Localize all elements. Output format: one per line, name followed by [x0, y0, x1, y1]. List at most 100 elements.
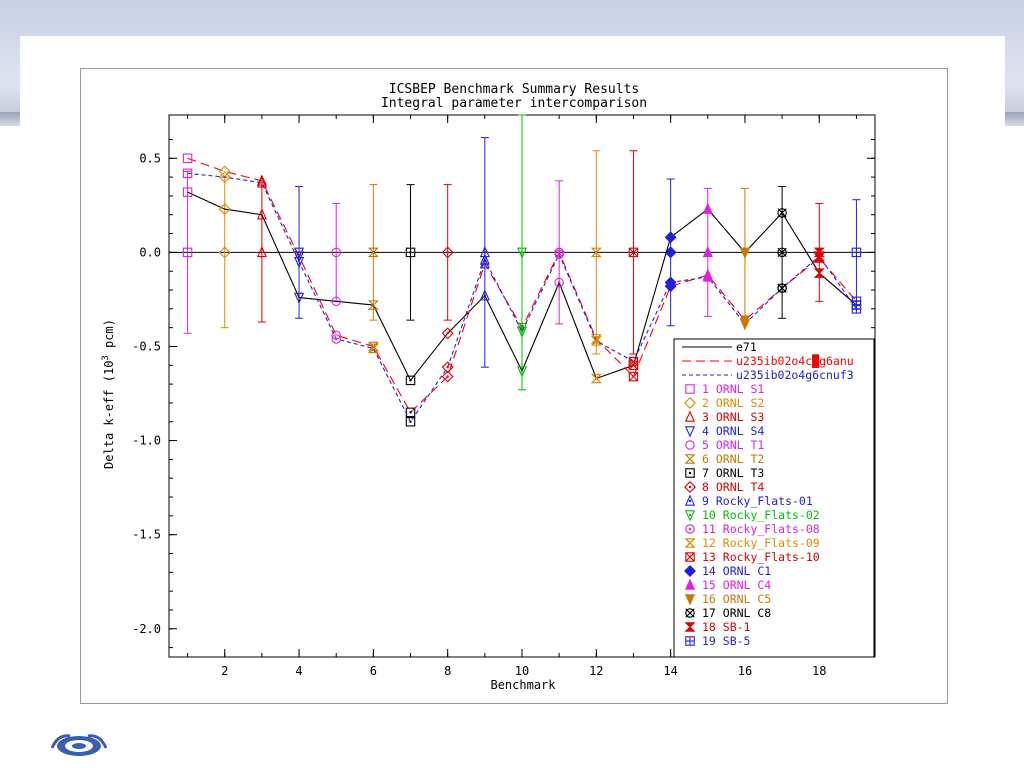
data-point — [554, 249, 564, 260]
experiment-marker — [441, 246, 454, 259]
legend-marker-label: 19 SB-5 — [702, 634, 750, 648]
chart-container: ICSBEP Benchmark Summary Results Integra… — [80, 68, 948, 704]
legend-marker-icon — [684, 426, 696, 438]
experiment-marker — [479, 245, 490, 258]
x-axis-label: Benchmark — [490, 678, 556, 692]
data-point — [367, 300, 379, 310]
experiment-marker — [590, 247, 602, 258]
y-tick-label: -0.5 — [132, 339, 161, 353]
x-tick-label: 8 — [444, 664, 451, 678]
slide-footer — [0, 735, 1024, 768]
legend-marker-label: 14 ORNL C1 — [702, 564, 771, 578]
organization-logo-icon — [50, 734, 108, 756]
y-axis-label: Delta k-eff (103 pcm) — [101, 319, 116, 469]
data-point — [590, 373, 602, 384]
data-point — [777, 283, 787, 293]
data-point — [777, 208, 787, 218]
data-point — [851, 304, 862, 314]
legend-marker-label: 12 Rocky_Flats-09 — [702, 536, 820, 550]
data-point — [182, 153, 193, 164]
legend-marker-icon — [685, 552, 695, 562]
legend-series-label: u235ib02o4g6cnuf3 — [736, 368, 854, 382]
y-axis-label-exponent: 3 — [101, 355, 111, 360]
data-point — [664, 231, 677, 244]
experiment-marker — [702, 245, 713, 258]
x-tick-label: 10 — [515, 664, 529, 678]
legend-marker-icon — [684, 578, 696, 590]
legend-marker-icon — [684, 622, 696, 632]
legend-marker-icon — [684, 397, 696, 409]
data-point — [294, 257, 305, 269]
legend-marker-label: 7 ORNL T3 — [702, 466, 764, 480]
data-point — [441, 327, 454, 340]
data-point — [813, 251, 825, 261]
experiment-marker — [628, 247, 639, 258]
x-tick-label: 18 — [812, 664, 826, 678]
x-tick-label: 16 — [738, 664, 752, 678]
legend-marker-label: 4 ORNL S4 — [702, 424, 764, 438]
legend-marker-label: 11 Rocky_Flats-08 — [702, 522, 820, 536]
data-point — [367, 341, 379, 352]
experiment-marker — [367, 247, 379, 258]
x-tick-label: 12 — [589, 664, 603, 678]
x-tick-label: 6 — [370, 664, 377, 678]
data-point — [628, 371, 639, 382]
chart-subtitle: Integral parameter intercomparison — [381, 96, 647, 111]
data-point — [218, 171, 231, 184]
legend-series-label: e71 — [736, 340, 757, 354]
legend-marker-icon — [684, 594, 696, 606]
data-point — [628, 356, 639, 367]
legend-series-label: u235ib02o4c█g6anu — [736, 354, 854, 368]
experiment-marker — [777, 247, 787, 258]
data-point — [441, 361, 454, 374]
legend-marker-icon — [685, 636, 695, 646]
data-point — [813, 268, 825, 278]
experiment-marker — [851, 247, 862, 258]
experiment-marker — [182, 247, 193, 258]
legend-marker-label: 17 ORNL C8 — [702, 606, 771, 620]
legend-marker-icon — [685, 608, 695, 618]
legend-marker-icon — [685, 440, 695, 450]
data-point — [554, 277, 564, 288]
legend-marker-label: 9 Rocky_Flats-01 — [702, 494, 813, 508]
x-tick-label: 14 — [663, 664, 677, 678]
data-point — [516, 366, 528, 378]
benchmark-chart: ICSBEP Benchmark Summary Results Integra… — [101, 82, 876, 692]
data-point — [739, 319, 750, 331]
data-point — [256, 208, 267, 220]
data-point — [702, 270, 713, 282]
legend-marker-label: 10 Rocky_Flats-02 — [702, 508, 820, 522]
legend-marker-icon — [684, 494, 696, 506]
legend-marker-label: 15 ORNL C4 — [702, 578, 771, 592]
legend-marker-icon — [684, 538, 696, 548]
data-point — [405, 417, 416, 427]
legend-marker-icon — [685, 384, 695, 394]
data-point — [256, 174, 267, 186]
data-point — [331, 334, 341, 344]
y-axis-label-unit: pcm) — [102, 319, 116, 355]
legend-marker-label: 18 SB-1 — [702, 620, 751, 634]
x-tick-label: 2 — [221, 664, 228, 678]
legend-marker-icon — [684, 454, 696, 464]
data-point — [479, 253, 490, 265]
legend-marker-icon — [685, 524, 695, 534]
data-point — [664, 276, 677, 289]
experiment-marker — [516, 247, 528, 259]
data-point — [256, 176, 267, 188]
legend-marker-icon — [684, 565, 696, 577]
data-point — [479, 289, 490, 301]
y-tick-label: 0.5 — [139, 151, 161, 165]
chart-title: ICSBEP Benchmark Summary Results — [389, 82, 639, 97]
data-point — [294, 292, 305, 305]
data-point — [702, 202, 713, 214]
experiment-marker — [218, 246, 231, 259]
data-point — [182, 168, 193, 179]
legend-marker-icon — [684, 481, 696, 493]
legend-marker-label: 13 Rocky_Flats-10 — [702, 550, 820, 564]
y-tick-label: -1.0 — [132, 434, 161, 448]
data-point — [441, 370, 454, 383]
y-tick-label: -1.5 — [132, 528, 161, 542]
legend-marker-icon — [684, 410, 696, 422]
data-point — [739, 247, 750, 259]
